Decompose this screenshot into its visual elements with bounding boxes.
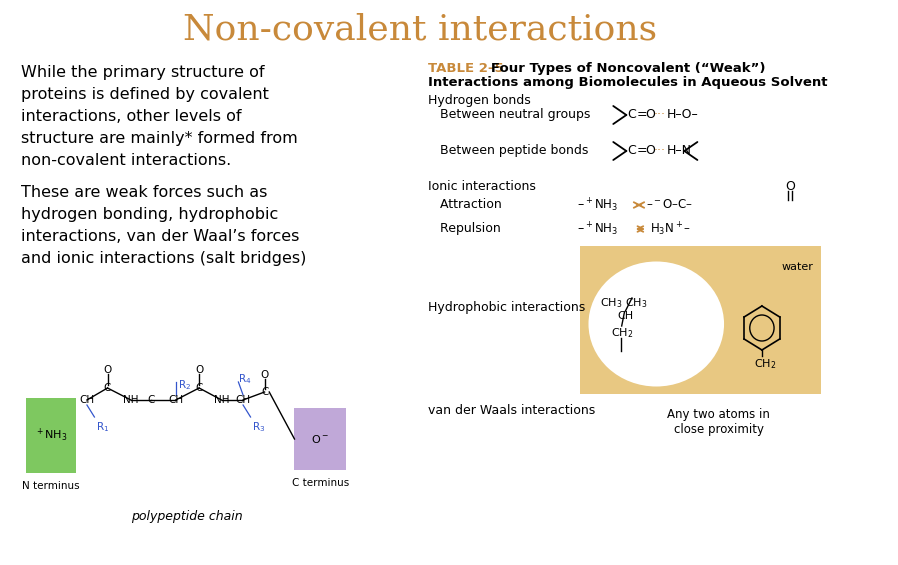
Text: CH: CH (168, 395, 183, 405)
Text: CH: CH (235, 395, 251, 405)
Text: NH: NH (214, 395, 229, 405)
Text: hydrogen bonding, hydrophobic: hydrogen bonding, hydrophobic (21, 207, 277, 222)
Text: These are weak forces such as: These are weak forces such as (21, 185, 267, 200)
Text: ···: ··· (654, 108, 665, 121)
Text: C: C (196, 383, 203, 393)
Text: Four Types of Noncovalent (“Weak”): Four Types of Noncovalent (“Weak”) (477, 62, 765, 75)
Text: C: C (148, 395, 155, 405)
Text: R$_1$: R$_1$ (96, 420, 110, 434)
Text: proteins is defined by covalent: proteins is defined by covalent (21, 87, 269, 102)
Text: Non-covalent interactions: Non-covalent interactions (182, 13, 656, 47)
Text: $^+$NH$_3$: $^+$NH$_3$ (35, 427, 67, 444)
Text: polypeptide chain: polypeptide chain (131, 510, 242, 523)
Text: Any two atoms in
close proximity: Any two atoms in close proximity (667, 408, 770, 436)
Text: interactions, van der Waal’s forces: interactions, van der Waal’s forces (21, 229, 299, 244)
Text: C: C (628, 145, 636, 158)
Text: CH: CH (79, 395, 94, 405)
Text: While the primary structure of: While the primary structure of (21, 65, 264, 80)
Text: structure are mainly* formed from: structure are mainly* formed from (21, 131, 297, 146)
Text: N terminus: N terminus (22, 481, 80, 491)
Text: and ionic interactions (salt bridges): and ionic interactions (salt bridges) (21, 251, 306, 266)
Text: Interactions among Biomolecules in Aqueous Solvent: Interactions among Biomolecules in Aqueo… (428, 76, 828, 89)
Text: O: O (195, 365, 203, 375)
Text: C terminus: C terminus (292, 478, 348, 488)
Text: –$^-$O–C–: –$^-$O–C– (646, 198, 693, 211)
Text: C: C (261, 387, 269, 397)
Text: TABLE 2–5: TABLE 2–5 (428, 62, 504, 75)
Bar (295, 408, 346, 470)
Text: O$^-$: O$^-$ (312, 433, 330, 445)
Text: H–O–: H–O– (666, 108, 699, 121)
Text: O: O (260, 370, 269, 380)
Text: –: – (577, 223, 584, 236)
Text: O: O (645, 108, 655, 121)
Text: Hydrophobic interactions: Hydrophobic interactions (428, 301, 585, 314)
Text: O: O (785, 180, 795, 193)
Text: O: O (103, 365, 111, 375)
Bar (26, 398, 75, 473)
Text: $^+$NH$_3$: $^+$NH$_3$ (585, 220, 619, 238)
Text: Between neutral groups: Between neutral groups (428, 108, 591, 121)
Text: =: = (637, 108, 647, 121)
Text: =: = (637, 145, 647, 158)
Text: R$_3$: R$_3$ (252, 420, 266, 434)
Text: CH$_2$: CH$_2$ (754, 357, 777, 371)
Text: Hydrogen bonds: Hydrogen bonds (428, 94, 531, 107)
Text: water: water (781, 262, 814, 272)
Text: NH: NH (123, 395, 138, 405)
Text: Ionic interactions: Ionic interactions (428, 180, 536, 193)
Text: Between peptide bonds: Between peptide bonds (428, 144, 588, 157)
Text: R$_2$: R$_2$ (178, 378, 190, 392)
Text: R$_4$: R$_4$ (238, 372, 252, 386)
Text: $^+$NH$_3$: $^+$NH$_3$ (585, 196, 619, 214)
Text: O: O (645, 145, 655, 158)
Text: CH$_2$: CH$_2$ (612, 326, 634, 340)
Text: interactions, other levels of: interactions, other levels of (21, 109, 241, 124)
Ellipse shape (588, 262, 724, 386)
Bar (579, 246, 821, 394)
Text: CH: CH (617, 311, 633, 321)
Text: CH$_3$ CH$_3$: CH$_3$ CH$_3$ (600, 296, 647, 310)
Text: H$_3$N$^+$–: H$_3$N$^+$– (650, 220, 691, 238)
Text: non-covalent interactions.: non-covalent interactions. (21, 153, 231, 168)
Text: Attraction: Attraction (428, 198, 502, 211)
Text: C: C (104, 383, 111, 393)
Text: Repulsion: Repulsion (428, 222, 501, 235)
Text: C: C (628, 108, 636, 121)
Text: van der Waals interactions: van der Waals interactions (428, 404, 595, 417)
Text: H–N: H–N (666, 145, 691, 158)
Text: ···: ··· (654, 145, 665, 158)
Text: –: – (577, 198, 584, 211)
